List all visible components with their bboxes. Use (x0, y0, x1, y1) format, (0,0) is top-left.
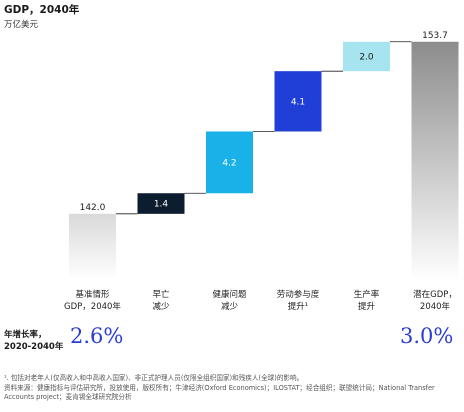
footnote: ¹. 包括对老年人(仅高收入和中高收入国家)、非正式护理人员(仅限全组织国家)和… (4, 374, 435, 401)
category-label-1: 早亡 减少 (152, 290, 170, 312)
value-label-5: 153.7 (422, 31, 448, 41)
category-label-3: 劳动参与度 提升¹ (276, 290, 320, 312)
growth-rate-baseline: 2.6% (70, 324, 124, 348)
bar-4 (343, 41, 390, 72)
value-label-4: 2.0 (359, 52, 374, 62)
category-label-2: 健康问题 减少 (212, 290, 247, 312)
value-label-2: 4.2 (222, 158, 236, 168)
bar-0 (69, 213, 116, 280)
chart-subtitle: 万亿美元 (4, 20, 39, 30)
bar-1 (137, 193, 185, 214)
value-label-3: 4.1 (291, 97, 305, 107)
bar-5 (411, 41, 459, 280)
category-label-4: 生产率 提升 (353, 290, 380, 312)
value-label-1: 1.4 (154, 200, 169, 210)
category-label-5: 潜在GDP， 2040年 (413, 290, 457, 312)
growth-rate-label: 年增长率， 2020-2040年 (4, 330, 64, 352)
bar-2 (206, 131, 253, 194)
chart-title: GDP，2040年 (4, 4, 80, 16)
bar-3 (274, 71, 322, 132)
value-label-0: 142.0 (80, 203, 106, 213)
category-label-0: 基准情形 GDP，2040年 (64, 290, 121, 312)
growth-rate-potential: 3.0% (400, 324, 454, 348)
